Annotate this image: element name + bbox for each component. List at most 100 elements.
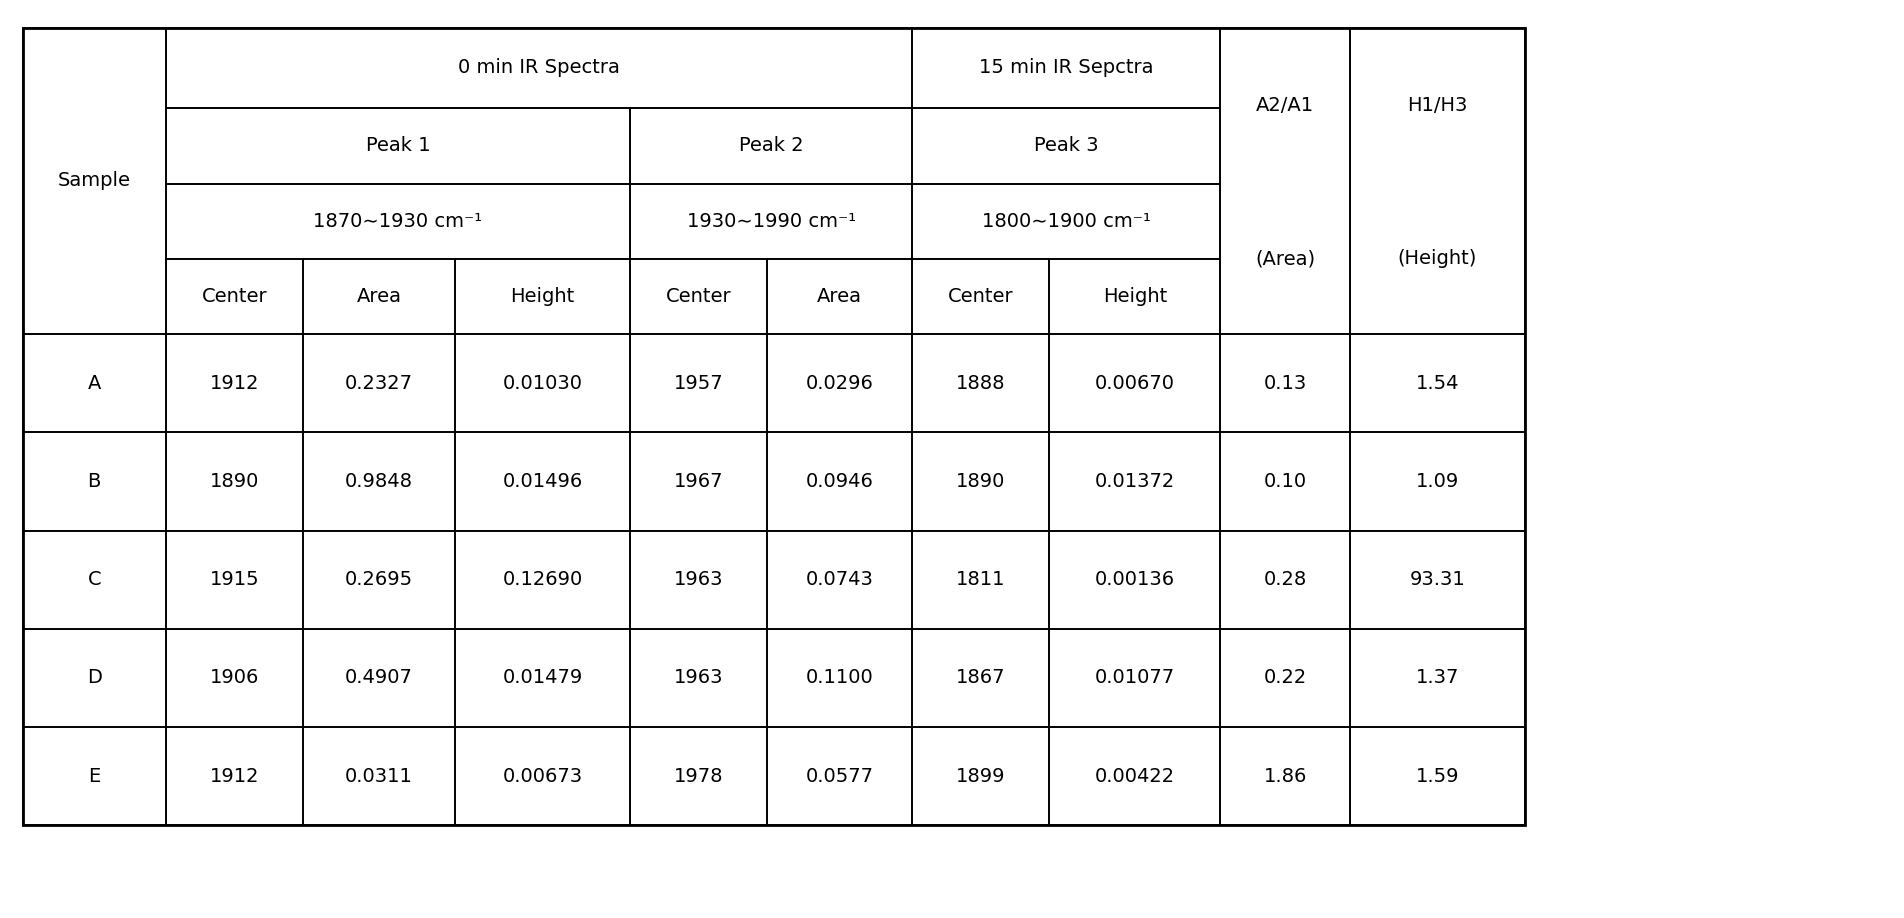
Text: H1/H3: H1/H3 <box>1407 96 1468 115</box>
Bar <box>1350 531 1525 629</box>
Bar <box>630 108 912 184</box>
Bar <box>767 432 912 531</box>
Bar <box>630 184 912 259</box>
Bar <box>166 727 303 825</box>
Bar <box>1220 629 1350 727</box>
Text: Peak 1: Peak 1 <box>366 137 430 155</box>
Bar <box>912 108 1220 184</box>
Bar <box>767 334 912 432</box>
Text: Center: Center <box>202 287 267 306</box>
Bar <box>1220 727 1350 825</box>
Bar <box>912 727 1049 825</box>
Text: 0.01077: 0.01077 <box>1095 668 1175 688</box>
Bar <box>455 432 630 531</box>
Bar <box>1049 727 1220 825</box>
Bar <box>455 727 630 825</box>
Text: 0.2327: 0.2327 <box>345 374 413 393</box>
Bar <box>23 28 1525 825</box>
Bar <box>166 531 303 629</box>
Bar <box>1220 432 1350 531</box>
Bar <box>1350 28 1525 334</box>
Text: 1912: 1912 <box>209 767 259 786</box>
Bar <box>912 259 1049 334</box>
Text: E: E <box>88 767 101 786</box>
Bar <box>166 28 912 108</box>
Text: Peak 3: Peak 3 <box>1034 137 1099 155</box>
Text: 1967: 1967 <box>674 472 724 491</box>
Text: 1930∼1990 cm⁻¹: 1930∼1990 cm⁻¹ <box>687 212 855 230</box>
Text: 1963: 1963 <box>674 570 724 589</box>
Bar <box>767 531 912 629</box>
Text: 0.1100: 0.1100 <box>805 668 874 688</box>
Text: 1890: 1890 <box>209 472 259 491</box>
Text: 0.0296: 0.0296 <box>805 374 874 393</box>
Text: 0.00670: 0.00670 <box>1095 374 1175 393</box>
Bar <box>912 28 1220 108</box>
Text: 1906: 1906 <box>209 668 259 688</box>
Bar <box>1220 531 1350 629</box>
Text: 1.86: 1.86 <box>1264 767 1306 786</box>
Text: 1915: 1915 <box>209 570 259 589</box>
Text: 93.31: 93.31 <box>1409 570 1466 589</box>
Text: 1912: 1912 <box>209 374 259 393</box>
Text: 0.01479: 0.01479 <box>503 668 583 688</box>
Bar <box>630 531 767 629</box>
Text: Area: Area <box>356 287 402 306</box>
Text: Area: Area <box>817 287 863 306</box>
Text: Center: Center <box>666 287 731 306</box>
Text: 0.2695: 0.2695 <box>345 570 413 589</box>
Text: 0.0743: 0.0743 <box>805 570 874 589</box>
Bar <box>630 727 767 825</box>
Text: Peak 2: Peak 2 <box>739 137 803 155</box>
Text: 15 min IR Sepctra: 15 min IR Sepctra <box>979 59 1154 77</box>
Bar <box>166 629 303 727</box>
Bar <box>1350 727 1525 825</box>
Text: 1.54: 1.54 <box>1417 374 1458 393</box>
Text: 0.01496: 0.01496 <box>503 472 583 491</box>
Text: 1963: 1963 <box>674 668 724 688</box>
Text: 0.4907: 0.4907 <box>345 668 413 688</box>
Text: (Area): (Area) <box>1255 250 1316 268</box>
Bar <box>1049 531 1220 629</box>
Bar <box>166 432 303 531</box>
Bar <box>23 727 166 825</box>
Bar <box>303 259 455 334</box>
Text: 0.9848: 0.9848 <box>345 472 413 491</box>
Bar <box>23 432 166 531</box>
Text: 1.09: 1.09 <box>1417 472 1458 491</box>
Bar <box>912 432 1049 531</box>
Text: 0.22: 0.22 <box>1264 668 1306 688</box>
Bar <box>1350 432 1525 531</box>
Text: 0.10: 0.10 <box>1264 472 1306 491</box>
Text: B: B <box>88 472 101 491</box>
Text: Height: Height <box>1102 287 1167 306</box>
Text: 0.12690: 0.12690 <box>503 570 583 589</box>
Text: 1.37: 1.37 <box>1417 668 1458 688</box>
Bar <box>1220 334 1350 432</box>
Text: 1890: 1890 <box>956 472 1005 491</box>
Bar <box>1049 259 1220 334</box>
Text: 0.00422: 0.00422 <box>1095 767 1175 786</box>
Bar <box>166 184 630 259</box>
Bar <box>1049 334 1220 432</box>
Bar <box>767 629 912 727</box>
Text: 1867: 1867 <box>956 668 1005 688</box>
Text: 1899: 1899 <box>956 767 1005 786</box>
Bar <box>303 334 455 432</box>
Bar <box>303 531 455 629</box>
Bar <box>303 727 455 825</box>
Bar <box>166 334 303 432</box>
Bar <box>630 629 767 727</box>
Text: A: A <box>88 374 101 393</box>
Bar <box>912 334 1049 432</box>
Bar <box>23 629 166 727</box>
Text: 1.59: 1.59 <box>1417 767 1458 786</box>
Text: 0.00673: 0.00673 <box>503 767 583 786</box>
Bar <box>1350 334 1525 432</box>
Text: 0.0311: 0.0311 <box>345 767 413 786</box>
Text: 0.0946: 0.0946 <box>805 472 874 491</box>
Bar <box>767 727 912 825</box>
Text: 1800∼1900 cm⁻¹: 1800∼1900 cm⁻¹ <box>982 212 1150 230</box>
Bar <box>23 334 166 432</box>
Bar <box>1049 432 1220 531</box>
